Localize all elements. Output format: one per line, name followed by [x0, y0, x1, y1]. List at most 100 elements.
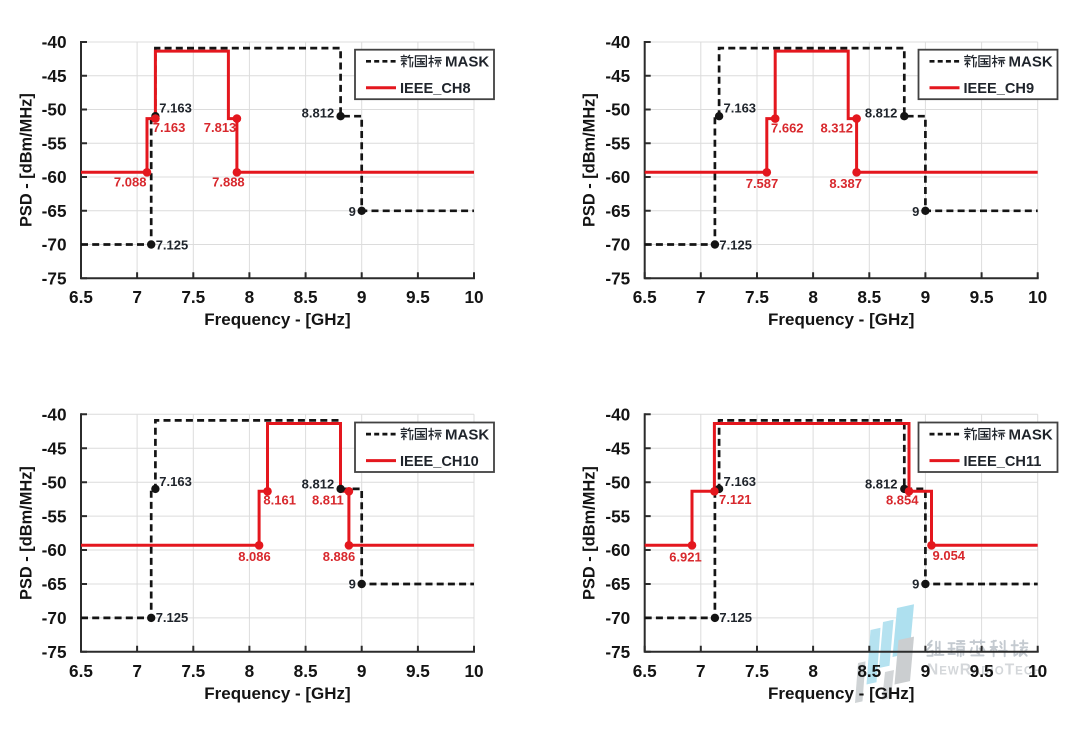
svg-text:-60: -60 [42, 540, 67, 560]
svg-text:10: 10 [464, 661, 483, 681]
svg-text:MASK: MASK [445, 54, 489, 71]
svg-text:6.5: 6.5 [633, 661, 657, 681]
svg-text:10: 10 [1028, 287, 1047, 307]
svg-text:-65: -65 [42, 574, 67, 594]
svg-text:IEEE_CH9: IEEE_CH9 [964, 81, 1035, 97]
svg-text:8.5: 8.5 [294, 287, 318, 307]
svg-text:-65: -65 [605, 201, 630, 221]
svg-text:-45: -45 [605, 66, 630, 86]
svg-text:-55: -55 [42, 133, 67, 153]
svg-text:7.587: 7.587 [746, 176, 779, 191]
svg-text:8.387: 8.387 [829, 176, 862, 191]
svg-text:9: 9 [912, 577, 919, 592]
svg-text:9.5: 9.5 [406, 287, 430, 307]
svg-text:8.812: 8.812 [302, 477, 335, 492]
svg-text:-40: -40 [42, 405, 67, 425]
svg-text:9: 9 [349, 577, 356, 592]
svg-text:7.125: 7.125 [156, 237, 189, 252]
svg-text:7.163: 7.163 [153, 120, 186, 135]
svg-text:7.125: 7.125 [719, 237, 752, 252]
svg-text:8.161: 8.161 [263, 492, 296, 507]
svg-text:-60: -60 [605, 540, 630, 560]
svg-text:-60: -60 [605, 167, 630, 187]
svg-text:9: 9 [357, 661, 367, 681]
svg-text:-70: -70 [42, 235, 67, 255]
svg-text:7: 7 [132, 287, 142, 307]
svg-text:7.163: 7.163 [724, 474, 757, 489]
svg-text:-75: -75 [42, 642, 67, 662]
svg-text:-55: -55 [605, 133, 630, 153]
svg-text:8.5: 8.5 [857, 287, 881, 307]
svg-text:8: 8 [808, 287, 818, 307]
svg-text:8.086: 8.086 [238, 549, 271, 564]
svg-text:8: 8 [245, 661, 255, 681]
svg-text:-40: -40 [42, 32, 67, 52]
svg-text:IEEE_CH10: IEEE_CH10 [400, 454, 479, 470]
svg-text:7.888: 7.888 [212, 174, 245, 189]
svg-text:7.163: 7.163 [159, 101, 192, 116]
svg-text:Frequency - [GHz]: Frequency - [GHz] [204, 310, 350, 329]
svg-text:7.813: 7.813 [204, 120, 237, 135]
svg-text:IEEE_CH11: IEEE_CH11 [964, 454, 1042, 470]
svg-text:8.854: 8.854 [886, 493, 919, 508]
svg-text:6.5: 6.5 [69, 287, 93, 307]
svg-text:9: 9 [912, 204, 919, 219]
svg-text:MASK: MASK [445, 426, 489, 443]
svg-text:9: 9 [921, 287, 931, 307]
svg-text:-65: -65 [605, 574, 630, 594]
svg-text:PSD - [dBm/MHz]: PSD - [dBm/MHz] [17, 466, 35, 600]
svg-text:-75: -75 [605, 268, 630, 288]
svg-text:7.5: 7.5 [181, 287, 205, 307]
svg-text:8.812: 8.812 [865, 477, 898, 492]
svg-text:7: 7 [132, 661, 142, 681]
svg-text:-65: -65 [42, 201, 67, 221]
svg-text:8.312: 8.312 [820, 121, 853, 136]
svg-text:-45: -45 [605, 438, 630, 458]
svg-text:-40: -40 [605, 32, 630, 52]
svg-text:NEWRADIOTECH: NEWRADIOTECH [927, 662, 1042, 679]
svg-text:7.121: 7.121 [719, 492, 752, 507]
svg-text:8.812: 8.812 [865, 105, 898, 120]
svg-text:8.811: 8.811 [312, 492, 344, 507]
svg-text:-50: -50 [605, 472, 630, 492]
svg-text:8: 8 [808, 661, 818, 681]
svg-text:Frequency - [GHz]: Frequency - [GHz] [204, 684, 350, 703]
svg-text:PSD - [dBm/MHz]: PSD - [dBm/MHz] [581, 466, 599, 600]
svg-text:10: 10 [1028, 661, 1047, 681]
svg-text:PSD - [dBm/MHz]: PSD - [dBm/MHz] [581, 93, 599, 227]
svg-text:-70: -70 [42, 608, 67, 628]
svg-text:-55: -55 [42, 506, 67, 526]
svg-text:9: 9 [921, 661, 931, 681]
svg-text:PSD - [dBm/MHz]: PSD - [dBm/MHz] [17, 93, 35, 227]
svg-text:8.812: 8.812 [302, 105, 335, 120]
svg-text:9: 9 [357, 287, 367, 307]
svg-text:IEEE_CH8: IEEE_CH8 [400, 81, 471, 97]
svg-text:-55: -55 [605, 506, 630, 526]
svg-text:8.5: 8.5 [857, 661, 881, 681]
svg-text:-45: -45 [42, 66, 67, 86]
svg-text:7.5: 7.5 [181, 661, 205, 681]
svg-text:6.5: 6.5 [633, 287, 657, 307]
svg-text:6.5: 6.5 [69, 661, 93, 681]
svg-text:9.5: 9.5 [406, 661, 430, 681]
svg-text:8.5: 8.5 [294, 661, 318, 681]
svg-text:7: 7 [696, 287, 706, 307]
svg-text:MASK: MASK [1009, 426, 1053, 443]
svg-text:6.921: 6.921 [669, 550, 702, 565]
svg-text:Frequency - [GHz]: Frequency - [GHz] [768, 684, 914, 703]
svg-text:-40: -40 [605, 405, 630, 425]
svg-text:-75: -75 [605, 642, 630, 662]
svg-text:10: 10 [464, 287, 483, 307]
svg-text:-50: -50 [42, 472, 67, 492]
svg-text:7.5: 7.5 [745, 661, 769, 681]
svg-text:7: 7 [696, 661, 706, 681]
svg-text:7.163: 7.163 [159, 474, 192, 489]
svg-text:7.163: 7.163 [724, 101, 757, 116]
svg-text:8.886: 8.886 [323, 549, 356, 564]
svg-text:9.5: 9.5 [970, 287, 994, 307]
svg-text:-50: -50 [42, 100, 67, 120]
svg-text:Frequency - [GHz]: Frequency - [GHz] [768, 310, 914, 329]
svg-text:-50: -50 [605, 100, 630, 120]
svg-text:9.5: 9.5 [970, 661, 994, 681]
svg-text:7.125: 7.125 [719, 610, 752, 625]
